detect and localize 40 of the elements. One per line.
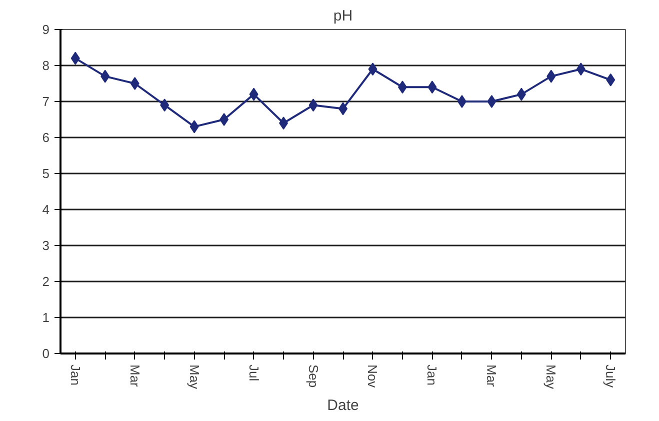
point bbox=[220, 113, 229, 126]
point bbox=[546, 70, 556, 83]
point bbox=[606, 73, 616, 86]
point bbox=[100, 70, 110, 83]
x-tick-label: Jan bbox=[68, 364, 83, 386]
x-tick-label: July bbox=[603, 364, 618, 388]
y-tick-label: 6 bbox=[42, 130, 50, 145]
y-tick-label: 9 bbox=[42, 22, 50, 37]
x-axis-title: Date bbox=[327, 397, 359, 414]
x-tick-label: May bbox=[186, 364, 202, 390]
x-tick-label: Mar bbox=[127, 364, 142, 388]
y-tick-label: 1 bbox=[42, 310, 50, 325]
y-tick-label: 4 bbox=[42, 202, 50, 217]
y-tick-label: 8 bbox=[42, 58, 50, 73]
point bbox=[487, 95, 496, 108]
y-tick-label: 3 bbox=[42, 238, 50, 253]
point bbox=[190, 120, 199, 134]
y-tick-label: 0 bbox=[42, 346, 50, 361]
point bbox=[130, 77, 140, 90]
x-tick-label: Jul bbox=[246, 364, 262, 382]
x-tick-label: May bbox=[544, 364, 559, 390]
y-tick-label: 7 bbox=[42, 94, 50, 109]
x-tick-label: Sep bbox=[306, 364, 321, 388]
y-tick-label: 5 bbox=[42, 166, 50, 181]
point bbox=[70, 52, 80, 65]
point bbox=[279, 116, 288, 130]
x-tick-label: Nov bbox=[365, 364, 380, 388]
point bbox=[160, 98, 170, 112]
point bbox=[516, 88, 526, 101]
x-tick-label: Mar bbox=[484, 364, 500, 388]
y-tick-label: 2 bbox=[42, 274, 50, 289]
point bbox=[308, 98, 318, 112]
point bbox=[368, 62, 378, 76]
point bbox=[576, 62, 586, 76]
point bbox=[457, 95, 466, 108]
chart-title: pH bbox=[333, 8, 353, 24]
point bbox=[398, 80, 407, 94]
point bbox=[428, 80, 437, 94]
x-tick-label: Jan bbox=[424, 364, 440, 386]
point bbox=[249, 88, 258, 101]
